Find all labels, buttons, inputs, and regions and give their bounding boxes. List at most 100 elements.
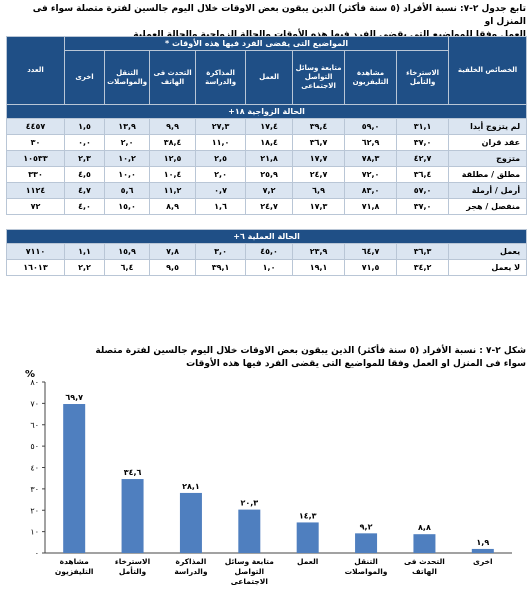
table-row: منفصل / هجر ٣٧,٠ ٧١,٨ ١٧,٣ ٢٤,٧ ١,٦ ٨,٩ ١٥,٠ ٤,٠…: [6, 198, 528, 215]
table-cell: ٦٢,٩: [344, 134, 398, 151]
table-caption-line-1: تابع جدول ٢-٧: نسبة الأفراد (٥ سنة فأكثر…: [32, 4, 526, 27]
table-cell: ٤,٠: [63, 198, 106, 215]
table-cell: ٨٣,٠: [344, 182, 398, 199]
y-tick-label: ١٠: [30, 528, 39, 537]
table-row: عقد قران ٣٧,٠ ٦٢,٩ ٣٦,٧ ١٨,٤ ١١,٠ ٣٨,٤ ٢,٠ ٠,٠ ٣٠: [6, 134, 528, 151]
row-label: لم يتزوج أبدا: [448, 118, 528, 135]
bar: [296, 522, 319, 553]
table-cell: ٩,٥: [149, 259, 197, 276]
header-topic: العمل: [245, 50, 294, 105]
header-topics-group: المواضيع التى يقضى الفرد فيها هذه الأوقا…: [63, 36, 450, 51]
table-row: يعمل ٣٦,٣ ٦٤,٧ ٢٣,٩ ٤٥,٠ ٣,٠ ٧,٨ ١٥,٩ ١,١ ٧١١٠: [6, 243, 528, 260]
table-cell: ٧,٨: [149, 243, 197, 260]
bar: [179, 492, 202, 553]
row-label: منفصل / هجر: [448, 198, 528, 215]
data-label: ٢٠,٣: [240, 499, 258, 508]
data-label: ١,٩: [476, 538, 489, 547]
header-characteristics: الخصائص الخلفية: [448, 36, 528, 105]
table-cell: ٥٧,٠: [396, 182, 450, 199]
table-cell: ١١,٢: [149, 182, 197, 199]
table-cell: ١,١: [63, 243, 106, 260]
table-cell: ٦,٤: [104, 259, 151, 276]
table-cell: ١,٦: [195, 198, 247, 215]
y-tick-label: ٥٠: [30, 442, 39, 451]
bar-chart: % ٠ ١٠ ٢٠ ٣٠ ٤٠ ٥٠ ٦٠ ٧٠ ٨٠ ٦٩,٧ مشاهدة التليفزيون ٣٤…: [25, 370, 512, 586]
row-label: أرمل / أرملة: [448, 182, 528, 199]
row-count: ١٦٠١٣: [6, 259, 65, 276]
data-label: ٩,٢: [360, 522, 373, 531]
table-cell: ١٩,١: [292, 259, 346, 276]
row-label: مطلق / مطلقة: [448, 166, 528, 183]
table-row: متزوج ٤٢,٧ ٧٨,٣ ١٧,٧ ٢١,٨ ٢,٥ ١٢,٥ ١٠,٢ ٢,٣ ١٠٥٣٣: [6, 150, 528, 167]
table-cell: ٦,٩: [292, 182, 346, 199]
y-tick-label: ٦٠: [30, 421, 39, 430]
table-cell: ٣٩,٤: [292, 118, 346, 135]
y-tick-label: ٤٠: [30, 464, 39, 473]
x-tick-label: متابعة وسائل التواصل الاجتماعى: [225, 557, 274, 586]
table-cell: ٣,٠: [195, 243, 247, 260]
table-cell: ٥,٦: [104, 182, 151, 199]
table-cell: ٤٥,٠: [245, 243, 294, 260]
table-row: أرمل / أرملة ٥٧,٠ ٨٣,٠ ٦,٩ ٧,٢ ٠,٧ ١١,٢ ٥,٦ ٤,٧ ١…: [6, 182, 528, 199]
header-topic: التنقل والمواصلات: [104, 50, 151, 105]
data-label: ٦٩,٧: [65, 393, 83, 402]
header-count: العدد: [6, 36, 65, 105]
table-cell: ٢,٥: [195, 150, 247, 167]
row-count: ٧٢: [6, 198, 65, 215]
table-cell: ٣٤,٢: [396, 259, 450, 276]
table-cell: ٠,٠: [63, 134, 106, 151]
bar: [63, 404, 86, 553]
data-label: ١٤,٣: [299, 511, 317, 520]
table-cell: ١٧,٣: [292, 198, 346, 215]
x-tick-label: اخرى: [473, 557, 493, 566]
table-cell: ٦٤,٧: [344, 243, 398, 260]
table-cell: ٢٥,٩: [245, 166, 294, 183]
table-caption-line-2: العمل وفقا للمواضيع التى يقضى الفرد فيها…: [133, 30, 526, 40]
x-tick-label: الاسترخاء والتأمل: [115, 557, 150, 576]
row-label: عقد قران: [448, 134, 528, 151]
y-tick-label: ٨٠: [30, 378, 39, 387]
table-cell: ٢,٠: [195, 166, 247, 183]
header-topic: اخرى: [63, 50, 106, 105]
row-count: ٣٠: [6, 134, 65, 151]
stats-table: الخصائص الخلفية المواضيع التى يقضى الفرد…: [5, 36, 528, 276]
table-cell: ٧,٢: [245, 182, 294, 199]
table-cell: ١٧,٧: [292, 150, 346, 167]
x-tick-label: مشاهدة التليفزيون: [55, 557, 94, 576]
table-cell: ٤٢,٧: [396, 150, 450, 167]
table-cell: ٣٧,٠: [396, 134, 450, 151]
bar: [471, 548, 494, 553]
table-cell: ٣٧,٠: [396, 198, 450, 215]
table-cell: ٢٤,٧: [292, 166, 346, 183]
y-tick-label: ٣٠: [30, 485, 39, 494]
y-tick-label: ٠: [35, 549, 39, 558]
header-topic: مشاهدة التليفزيون: [344, 50, 398, 105]
data-label: ٢٨,١: [182, 482, 200, 491]
y-axis-label: %: [25, 370, 35, 380]
table-cell: ٣٩,١: [195, 259, 247, 276]
x-tick-label: التحدث فى الهاتف: [404, 557, 445, 576]
row-label: يعمل: [448, 243, 528, 260]
row-count: ٣٣٠: [6, 166, 65, 183]
table-cell: ٣٦,٣: [396, 243, 450, 260]
row-label: متزوج: [448, 150, 528, 167]
table-cell: ٢٧,٣: [195, 118, 247, 135]
table-cell: ١٣,٩: [104, 118, 151, 135]
header-topic: متابعة وسائل التواصل الاجتماعى: [292, 50, 346, 105]
x-tick-label: التنقل والمواصلات: [345, 557, 388, 576]
table-cell: ٠,٧: [195, 182, 247, 199]
table-cell: ١٠,٤: [149, 166, 197, 183]
table-cell: ١٠,٠: [104, 166, 151, 183]
table-cell: ٢٤,٧: [245, 198, 294, 215]
table-cell: ١٧,٤: [245, 118, 294, 135]
row-count: ١٠٥٣٣: [6, 150, 65, 167]
table-cell: ٢٣,٩: [292, 243, 346, 260]
header-topic: التحدث فى الهاتف: [149, 50, 197, 105]
table-cell: ١,٠: [245, 259, 294, 276]
table-row: مطلق / مطلقة ٣٦,٤ ٧٢,٠ ٢٤,٧ ٢٥,٩ ٢,٠ ١٠,٤ ١٠,٠ ٤…: [6, 166, 528, 183]
table-cell: ٣٦,٧: [292, 134, 346, 151]
header-topic: المذاكرة والدراسة: [195, 50, 247, 105]
table-cell: ٣١,١: [396, 118, 450, 135]
table-cell: ١٨,٤: [245, 134, 294, 151]
chart-caption-line-1: شكل ٢-٧ : نسبة الأفراد (٥ سنة فأكثر) الذ…: [95, 346, 526, 356]
